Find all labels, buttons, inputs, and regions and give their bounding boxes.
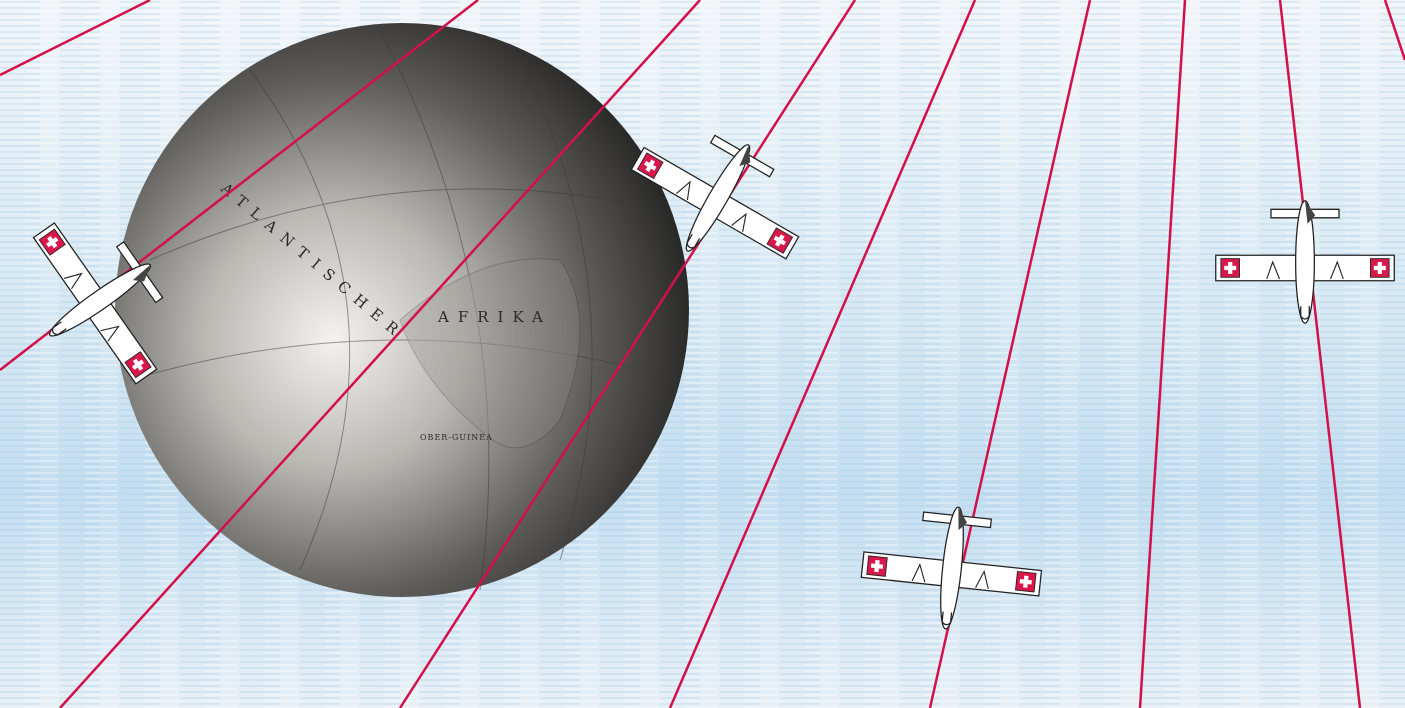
globe: ATLANTISCHER AFRIKA OBER-GUINEA <box>115 23 689 597</box>
globe-label: AFRIKA <box>437 308 552 326</box>
globe-label: OBER-GUINEA <box>420 433 493 442</box>
